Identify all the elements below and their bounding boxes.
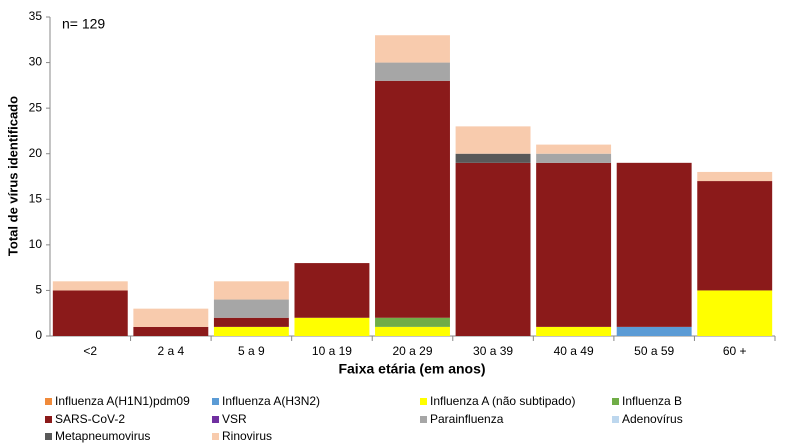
x-tick-label: <2 [83, 344, 97, 358]
legend-label: VSR [222, 412, 247, 426]
bar-segment [133, 308, 209, 327]
y-tick-label: 25 [29, 100, 43, 114]
legend-swatch [612, 416, 619, 423]
legend-label: Influenza A (não subtipado) [430, 394, 575, 408]
legend-label: Influenza A(H1N1)pdm09 [55, 394, 190, 408]
bar-segment [697, 171, 773, 182]
legend-label: Adenovírus [622, 412, 683, 426]
legend-swatch [612, 398, 619, 405]
bar-segment [536, 326, 612, 336]
legend-swatch [45, 416, 52, 423]
y-tick-label: 10 [29, 237, 43, 251]
bar-segment [375, 80, 450, 318]
bar-segment [52, 290, 128, 336]
bar-segment [536, 144, 612, 154]
legend-label: Metapneumovirus [55, 429, 150, 443]
bar-segment [616, 326, 692, 336]
x-tick-label: 20 a 29 [392, 344, 432, 358]
x-tick-label: 60 + [723, 344, 747, 358]
bar-segment [536, 162, 612, 327]
legend-swatch [212, 433, 219, 440]
bar-segment [213, 299, 289, 318]
x-tick-label: 5 a 9 [238, 344, 265, 358]
x-tick-label: 40 a 49 [554, 344, 594, 358]
y-tick-label: 5 [35, 283, 42, 297]
bar-segment [455, 162, 531, 336]
legend-swatch [45, 433, 52, 440]
x-tick-label: 30 a 39 [473, 344, 513, 358]
bar-segment [616, 162, 692, 327]
x-tick-label: 50 a 59 [634, 344, 674, 358]
x-axis-title: Faixa etária (em anos) [338, 361, 485, 377]
bar-segment [375, 317, 450, 327]
bar-segment [213, 317, 289, 327]
y-tick-label: 0 [35, 328, 42, 342]
bar-segment [455, 126, 531, 154]
bar-segment [213, 326, 289, 336]
bar-segment [375, 326, 450, 336]
x-tick-label: 2 a 4 [157, 344, 184, 358]
bar-segment [536, 153, 612, 163]
y-axis-title: Total de vírus identificado [5, 96, 20, 256]
legend-label: Rinovirus [222, 429, 272, 443]
y-tick-label: 35 [29, 9, 43, 23]
legend-swatch [45, 398, 52, 405]
bar-segment [697, 290, 773, 336]
bar-segment [697, 181, 773, 291]
bar-segment [455, 153, 531, 163]
bar-segment [375, 35, 450, 63]
legend-label: Parainfluenza [430, 412, 504, 426]
y-tick-label: 30 [29, 55, 43, 69]
bar-segment [213, 281, 289, 300]
legend-label: Influenza B [622, 394, 682, 408]
y-tick-label: 20 [29, 146, 43, 160]
bar-segment [375, 62, 450, 81]
bar-segment [133, 326, 209, 336]
y-tick-label: 15 [29, 191, 43, 205]
legend-label: Influenza A(H3N2) [222, 394, 320, 408]
bar-segment [294, 317, 370, 336]
legend-swatch [212, 398, 219, 405]
x-tick-label: 10 a 19 [312, 344, 352, 358]
legend-swatch [212, 416, 219, 423]
legend-swatch [420, 416, 427, 423]
annotation: n= 129 [62, 16, 105, 32]
bar-segment [52, 281, 128, 291]
legend-swatch [420, 398, 427, 405]
bar-segment [294, 263, 370, 318]
legend-label: SARS-CoV-2 [55, 412, 125, 426]
